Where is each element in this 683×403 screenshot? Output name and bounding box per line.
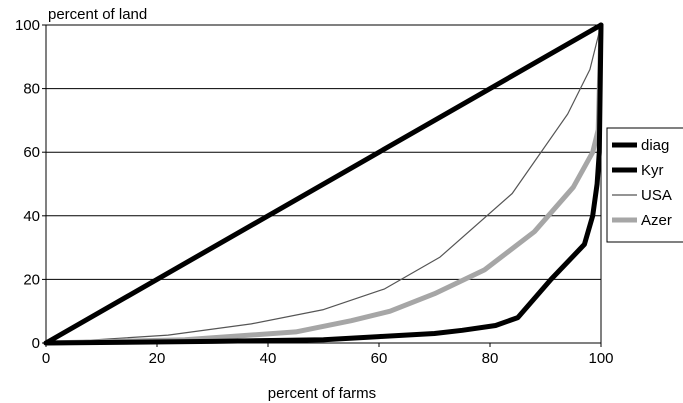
series-line-usa: [45, 24, 602, 344]
series-lines: [43, 22, 604, 346]
y-axis-title: percent of land: [48, 6, 147, 23]
y-tick-label-4: 80: [23, 81, 40, 98]
legend-label-azer: Azer: [641, 212, 672, 229]
x-tick-label-2: 40: [260, 350, 277, 367]
y-tick-label-1: 20: [23, 271, 40, 288]
series-line-diag: [43, 22, 604, 346]
x-axis-title: percent of farms: [268, 385, 376, 402]
x-tick-label-3: 60: [371, 350, 388, 367]
y-tick-label-3: 60: [23, 144, 40, 161]
y-tick-label-2: 40: [23, 208, 40, 225]
legend-label-kyr: Kyr: [641, 162, 664, 179]
legend-label-diag: diag: [641, 137, 669, 154]
tick-labels: 0 20 40 60 80 100 0 20 40 60 80 100: [15, 17, 614, 367]
gridlines: [46, 88, 601, 280]
legend-label-usa: USA: [641, 187, 672, 204]
series-line-azer: [43, 22, 604, 346]
x-tick-label-0: 0: [42, 350, 50, 367]
legend: diag Kyr USA Azer: [606, 127, 683, 243]
y-tick-label-5: 100: [15, 17, 40, 34]
x-tick-label-1: 20: [149, 350, 166, 367]
plot-area-frame: [45, 24, 602, 344]
x-tick-label-5: 100: [588, 350, 613, 367]
x-tick-label-4: 80: [482, 350, 499, 367]
series-line-kyr: [43, 22, 604, 346]
y-tick-label-0: 0: [32, 335, 40, 352]
